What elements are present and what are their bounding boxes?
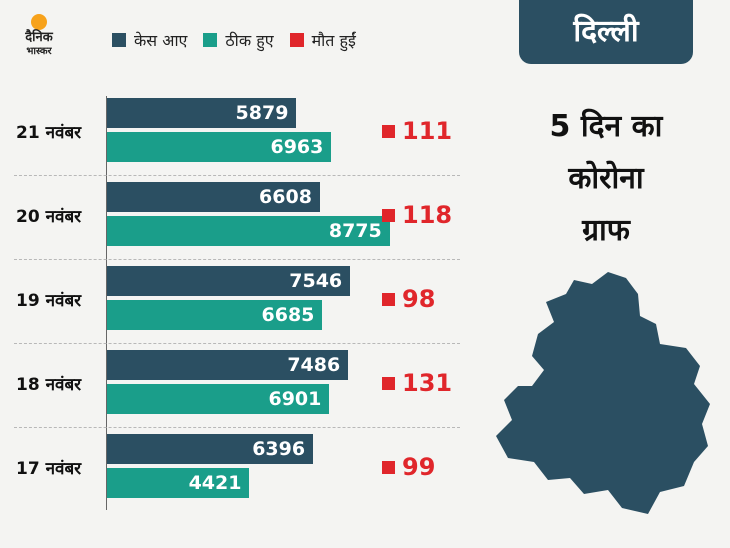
day-label: 18 नवंबर: [16, 375, 82, 395]
legend-swatch-recovered: [203, 33, 218, 47]
legend-item-deaths: मौत हुईं: [289, 29, 356, 51]
day-label: 21 नवंबर: [16, 123, 82, 143]
legend-swatch-cases: [112, 33, 126, 47]
legend-item-recovered: ठीक हुए: [203, 29, 274, 51]
legend-label-cases: केस आए: [134, 31, 188, 50]
delhi-map-icon: [496, 272, 710, 514]
row-divider: [14, 259, 460, 260]
bar-cases: 7546: [107, 266, 351, 296]
bar-recovered: 6901: [107, 384, 330, 414]
death-value: 118: [402, 201, 453, 229]
logo-line-1: दैनिक: [25, 30, 53, 45]
row-divider: [14, 343, 460, 344]
sun-icon: [31, 14, 47, 30]
bar-value-recovered: 4421: [188, 472, 242, 494]
bar-value-recovered: 6963: [270, 136, 324, 158]
death-value: 98: [402, 285, 436, 313]
logo-line-2: भास्कर: [26, 46, 52, 57]
death-marker: [382, 125, 395, 138]
row-divider: [14, 175, 460, 176]
death-marker: [382, 293, 395, 306]
bar-value-cases: 5879: [235, 102, 289, 124]
death-marker: [382, 377, 395, 390]
bar-value-cases: 7486: [287, 354, 341, 376]
subtitle-line-2: कोरोना: [568, 161, 644, 196]
bar-value-recovered: 8775: [328, 220, 382, 242]
page-title: दिल्ली: [573, 14, 639, 49]
death-value: 99: [402, 453, 436, 481]
bar-cases: 7486: [107, 350, 349, 380]
legend-swatch-deaths: [289, 33, 304, 47]
day-label: 20 नवंबर: [16, 207, 82, 227]
death-value: 131: [402, 369, 453, 397]
dainik-bhaskar-logo: दैनिक भास्कर: [14, 14, 64, 62]
category-axis-line: [106, 96, 107, 510]
legend-label-deaths: मौत हुईं: [311, 31, 356, 50]
bar-cases: 6608: [107, 182, 320, 212]
legend: केस आए ठीक हुए मौत हुईं: [112, 24, 372, 56]
bar-recovered: 6685: [107, 300, 323, 330]
legend-item-cases: केस आए: [112, 29, 187, 51]
row-divider: [14, 427, 460, 428]
bar-value-cases: 6608: [259, 186, 312, 208]
bar-value-recovered: 6685: [261, 304, 315, 326]
day-label: 17 नवंबर: [16, 459, 82, 479]
subtitle-line-1: 5 दिन का: [549, 109, 663, 144]
bar-cases: 5879: [107, 98, 297, 128]
death-value: 111: [402, 117, 453, 145]
bar-recovered: 8775: [107, 216, 390, 246]
bar-value-cases: 6396: [252, 438, 306, 460]
title-box: दिल्ली: [519, 0, 693, 64]
bar-recovered: 4421: [107, 468, 250, 498]
legend-label-recovered: ठीक हुए: [225, 31, 274, 50]
bar-value-cases: 7546: [289, 270, 343, 292]
bar-recovered: 6963: [107, 132, 332, 162]
day-label: 19 नवंबर: [16, 291, 82, 311]
death-marker: [382, 209, 395, 222]
death-marker: [382, 461, 395, 474]
bar-value-recovered: 6901: [268, 388, 322, 410]
subtitle-line-3: ग्राफ: [582, 213, 630, 248]
bar-cases: 6396: [107, 434, 314, 464]
